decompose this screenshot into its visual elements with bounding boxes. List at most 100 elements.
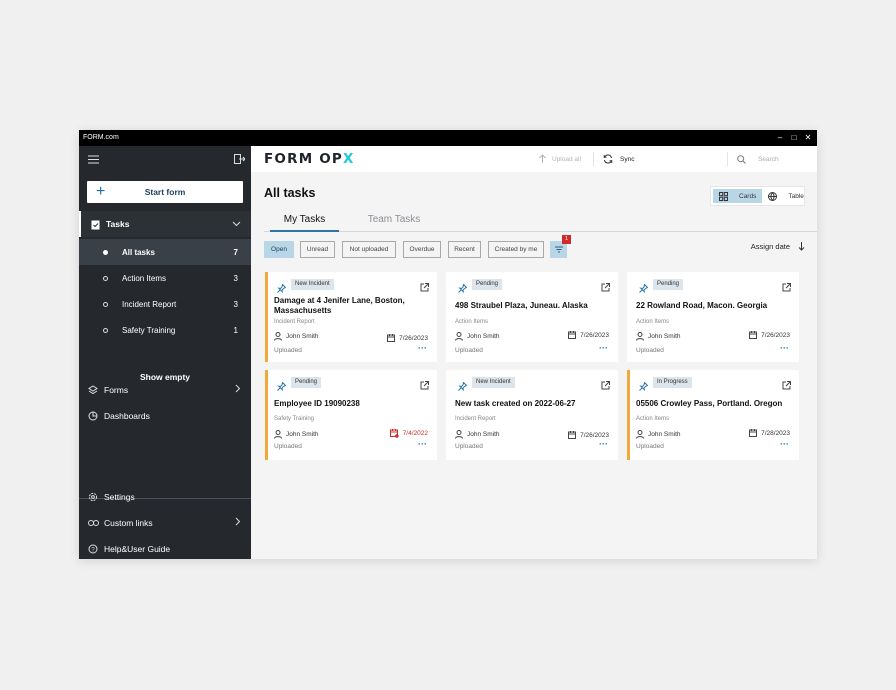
filter-overdue[interactable]: Overdue [403,241,441,258]
upload-status: Uploaded [636,443,664,450]
task-card[interactable]: Pending Employee ID 19090238 Safety Trai… [265,370,437,460]
search-icon [737,154,746,164]
card-assignee: John Smith [455,332,500,341]
open-external-icon[interactable] [782,279,791,297]
status-badge: New Incident [472,377,515,388]
maximize-button[interactable]: □ [791,133,797,142]
sidebar-item-action-items[interactable]: Action Items 3 [79,265,251,291]
pin-icon[interactable] [639,280,649,298]
card-form-type: Safety Training [274,416,315,422]
assignee-name: John Smith [467,431,500,438]
sidebar-item-safety-training[interactable]: Safety Training 1 [79,317,251,343]
open-external-icon[interactable] [601,377,610,395]
task-card[interactable]: In Progress 05506 Crowley Pass, Portland… [627,370,799,460]
calendar-icon [749,331,758,339]
upload-status: Uploaded [274,347,302,354]
sidebar-item-settings[interactable]: Settings [79,484,251,510]
card-date: 7/26/2023 [568,431,609,439]
sidebar-item-all-tasks[interactable]: All tasks 7 [79,239,251,265]
more-options-icon[interactable]: ··· [599,343,608,353]
cards-view-label: Cards [739,192,757,200]
filter-created-by-me[interactable]: Created by me [488,241,544,258]
open-external-icon[interactable] [601,279,610,297]
sidebar-item-forms[interactable]: Forms [79,377,251,403]
cards-view-button[interactable]: Cards [713,189,763,203]
close-button[interactable]: ✕ [804,133,812,142]
plus-icon: + [96,183,106,200]
minimize-button[interactable]: – [777,133,783,142]
sidebar-item-label: Custom links [104,518,153,528]
pin-icon[interactable] [277,378,287,396]
filter-not-uploaded[interactable]: Not uploaded [342,241,396,258]
calendar-icon [568,431,577,439]
sidebar-item-incident-report[interactable]: Incident Report 3 [79,291,251,317]
search-box[interactable]: Search [737,146,779,172]
start-form-label: Start form [144,187,186,197]
main-content: FORM OPX Upload all Sync Search All task… [251,146,817,559]
open-external-icon[interactable] [420,279,429,297]
tab-my-tasks[interactable]: My Tasks [270,214,339,232]
card-date: 7/26/2023 [568,331,609,339]
show-empty-button[interactable]: Show empty [139,372,191,382]
sidebar-item-dashboards[interactable]: Dashboards [79,403,251,429]
filter-unread[interactable]: Unread [300,241,335,258]
start-form-button[interactable]: + Start form [87,181,243,203]
table-view-button[interactable]: Table [762,189,810,203]
sort-control[interactable]: Assign date [751,242,805,251]
hamburger-menu-icon[interactable] [86,152,100,166]
sidebar-item-label: Incident Report [122,299,177,309]
card-form-type: Action Items [636,416,670,422]
card-date: 7/26/2023 [749,331,790,339]
grid-icon [719,191,728,201]
filter-button[interactable] [550,241,567,258]
sidebar-item-custom-links[interactable]: Custom links [79,510,251,536]
upload-all-button[interactable]: Upload all [538,146,581,172]
sidebar-item-help[interactable]: ? Help&User Guide [79,536,251,559]
task-tabs: My Tasks Team Tasks [264,212,817,232]
tab-team-tasks[interactable]: Team Tasks [367,214,421,225]
card-title: 05506 Crowley Pass, Portland. Oregon [636,399,783,408]
logo-text: FORM OP [264,151,343,167]
pin-icon[interactable] [458,280,468,298]
sidebar-divider [79,498,251,499]
pin-icon[interactable] [458,378,468,396]
count-badge: 7 [233,247,238,257]
pin-icon[interactable] [277,280,287,298]
more-options-icon[interactable]: ··· [780,439,789,449]
assignee-name: John Smith [648,333,681,340]
more-options-icon[interactable]: ··· [599,439,608,449]
status-badge: In Progress [653,377,692,388]
sidebar-item-tasks[interactable]: Tasks [79,211,251,237]
status-badge: Pending [653,279,684,290]
due-date: 7/28/2023 [761,429,790,437]
user-icon [274,430,282,439]
pie-chart-icon [87,410,99,422]
bullet-icon [103,249,108,255]
bullet-icon [103,327,108,333]
bullet-icon [103,301,108,307]
user-icon [455,430,463,439]
task-card[interactable]: Pending 498 Straubel Plaza, Juneau. Alas… [446,272,618,362]
more-options-icon[interactable]: ··· [418,343,427,353]
card-form-type: Incident Report [455,416,496,422]
open-external-icon[interactable] [782,377,791,395]
search-input[interactable]: Search [758,155,779,163]
open-external-icon[interactable] [420,377,429,395]
more-options-icon[interactable]: ··· [418,439,427,449]
more-options-icon[interactable]: ··· [780,343,789,353]
assignee-name: John Smith [286,333,319,340]
pin-icon[interactable] [639,378,649,396]
status-badge: New Incident [291,279,334,290]
toolbar-separator [593,152,594,166]
filter-recent[interactable]: Recent [448,241,481,258]
filter-open[interactable]: Open [264,241,294,258]
sidebar-item-label: Tasks [106,219,130,229]
sync-button[interactable]: Sync [603,146,634,172]
page-title: All tasks [264,186,316,200]
due-date: 7/26/2023 [399,334,428,342]
logout-icon[interactable] [232,152,246,166]
user-icon [636,430,644,439]
task-card[interactable]: Pending 22 Rowland Road, Macon. Georgia … [627,272,799,362]
task-card[interactable]: New Incident New task created on 2022-06… [446,370,618,460]
task-card[interactable]: New Incident Damage at 4 Jenifer Lane, B… [265,272,437,362]
